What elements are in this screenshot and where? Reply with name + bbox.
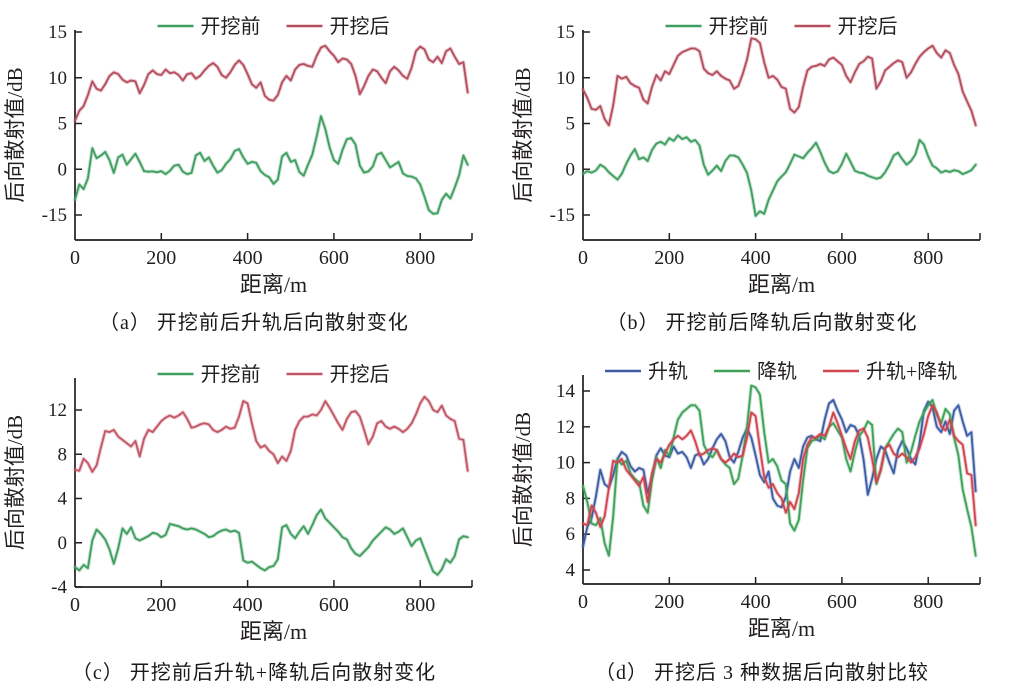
- y-tick-label: 5: [58, 114, 68, 135]
- y-tick-label: 5: [566, 114, 576, 135]
- x-tick-label: 800: [913, 247, 943, 269]
- y-tick-label: 0: [58, 533, 68, 554]
- y-tick-label: 8: [58, 444, 68, 465]
- legend-label-降轨: 降轨: [757, 360, 797, 383]
- y-axis-title: 后向散射值/dB: [3, 415, 27, 550]
- y-tick-label: 14: [556, 381, 576, 402]
- x-tick-label: 600: [827, 591, 857, 613]
- series-line-开挖后: [74, 44, 469, 122]
- x-tick-label: 200: [654, 591, 684, 613]
- legend-label-开挖前: 开挖前: [201, 15, 261, 38]
- legend-label-开挖前: 开挖前: [709, 15, 769, 38]
- y-tick-label: 8: [566, 488, 576, 509]
- series-halo-升轨+降轨: [581, 403, 978, 529]
- y-axis-title: 后向散射值/dB: [511, 67, 535, 202]
- y-tick-label: 10: [556, 68, 575, 89]
- y-tick-label: 0: [58, 159, 68, 180]
- legend-label-开挖后: 开挖后: [330, 363, 390, 386]
- panel-a-caption: （a） 开挖前后升轨后向散射变化: [99, 312, 409, 334]
- y-tick-label: 15: [556, 22, 575, 43]
- series-halo-开挖后: [73, 43, 470, 123]
- panel-d-caption: （d） 开挖后 3 种数据后向散射比较: [595, 662, 929, 684]
- series-line-降轨: [582, 384, 977, 557]
- panel-c: 12 8 4 0 -4 0 200 400 600 800 距离/m 后向散射值/dB 开挖前 开挖后 （…: [0, 350, 508, 700]
- panel-b: 15 10 5 0 -15 0 200 400 600 800 距离/m 后向散射值/dB 开挖前 开挖后…: [508, 0, 1016, 350]
- y-tick-label: -4: [51, 577, 67, 598]
- x-tick-label: 600: [827, 247, 857, 269]
- x-tick-label: 0: [578, 591, 588, 613]
- x-tick-label: 0: [578, 247, 588, 269]
- x-axis-title: 距离/m: [240, 619, 307, 644]
- series-line-升轨+降轨: [582, 404, 977, 528]
- y-tick-label: -15: [550, 205, 575, 226]
- x-tick-label: 400: [741, 591, 771, 613]
- panel-d: 14 12 10 8 6 4 0 200 400 600 800 距离/m 后向散射值/dB 升轨 降轨 升轨…: [508, 350, 1016, 700]
- series-line-升轨: [582, 399, 977, 548]
- y-tick-label: 10: [556, 453, 575, 474]
- y-tick-label: 6: [566, 524, 576, 545]
- chart-d-canvas: 14 12 10 8 6 40 200 400 600 800 距离/m 后向散射值/dB 升轨 降轨 升轨…: [511, 360, 981, 641]
- panel-c-caption: （c） 开挖前后升轨+降轨后向散射变化: [71, 662, 437, 684]
- x-tick-label: 0: [70, 247, 80, 269]
- y-tick-label: 12: [48, 400, 67, 421]
- x-tick-label: 400: [741, 247, 771, 269]
- legend-label-开挖前: 开挖前: [201, 363, 261, 386]
- legend-label-升轨+降轨: 升轨+降轨: [866, 360, 957, 383]
- x-axis-title: 距离/m: [748, 272, 815, 297]
- x-tick-label: 200: [146, 247, 176, 269]
- x-tick-label: 200: [654, 247, 684, 269]
- x-tick-label: 800: [913, 591, 943, 613]
- series-line-开挖前: [74, 115, 469, 215]
- y-axis-title: 后向散射值/dB: [511, 412, 535, 547]
- x-axis-title: 距离/m: [240, 272, 307, 297]
- y-tick-label: -15: [42, 205, 67, 226]
- x-tick-label: 600: [319, 594, 349, 616]
- x-tick-label: 400: [233, 594, 263, 616]
- series-halo-开挖前: [73, 114, 470, 216]
- panel-b-caption: （b） 开挖前后降轨后向散射变化: [606, 312, 918, 334]
- x-tick-label: 800: [405, 594, 435, 616]
- series-line-开挖后: [582, 37, 977, 127]
- y-axis-title: 后向散射值/dB: [3, 67, 27, 202]
- y-tick-label: 4: [566, 560, 576, 581]
- series-line-开挖前: [74, 508, 469, 576]
- x-tick-label: 200: [146, 594, 176, 616]
- series-line-开挖前: [582, 134, 977, 217]
- legend-label-开挖后: 开挖后: [838, 15, 898, 38]
- y-tick-label: 0: [566, 159, 576, 180]
- legend-label-开挖后: 开挖后: [330, 15, 390, 38]
- x-tick-label: 600: [319, 247, 349, 269]
- series-line-开挖后: [74, 395, 469, 473]
- x-tick-label: 400: [233, 247, 263, 269]
- y-tick-label: 4: [58, 489, 68, 510]
- legend-label-升轨: 升轨: [648, 360, 688, 383]
- series-halo-开挖后: [73, 394, 470, 474]
- y-tick-label: 10: [48, 68, 67, 89]
- y-tick-label: 15: [48, 22, 67, 43]
- panel-a: 15 10 5 0 -15 0 200 400 600 800 距离/m 后向散射值/dB 开挖前 开挖后…: [0, 0, 508, 350]
- x-tick-label: 800: [405, 247, 435, 269]
- x-tick-label: 0: [70, 594, 80, 616]
- y-tick-label: 12: [556, 417, 575, 438]
- x-axis-title: 距离/m: [748, 616, 815, 641]
